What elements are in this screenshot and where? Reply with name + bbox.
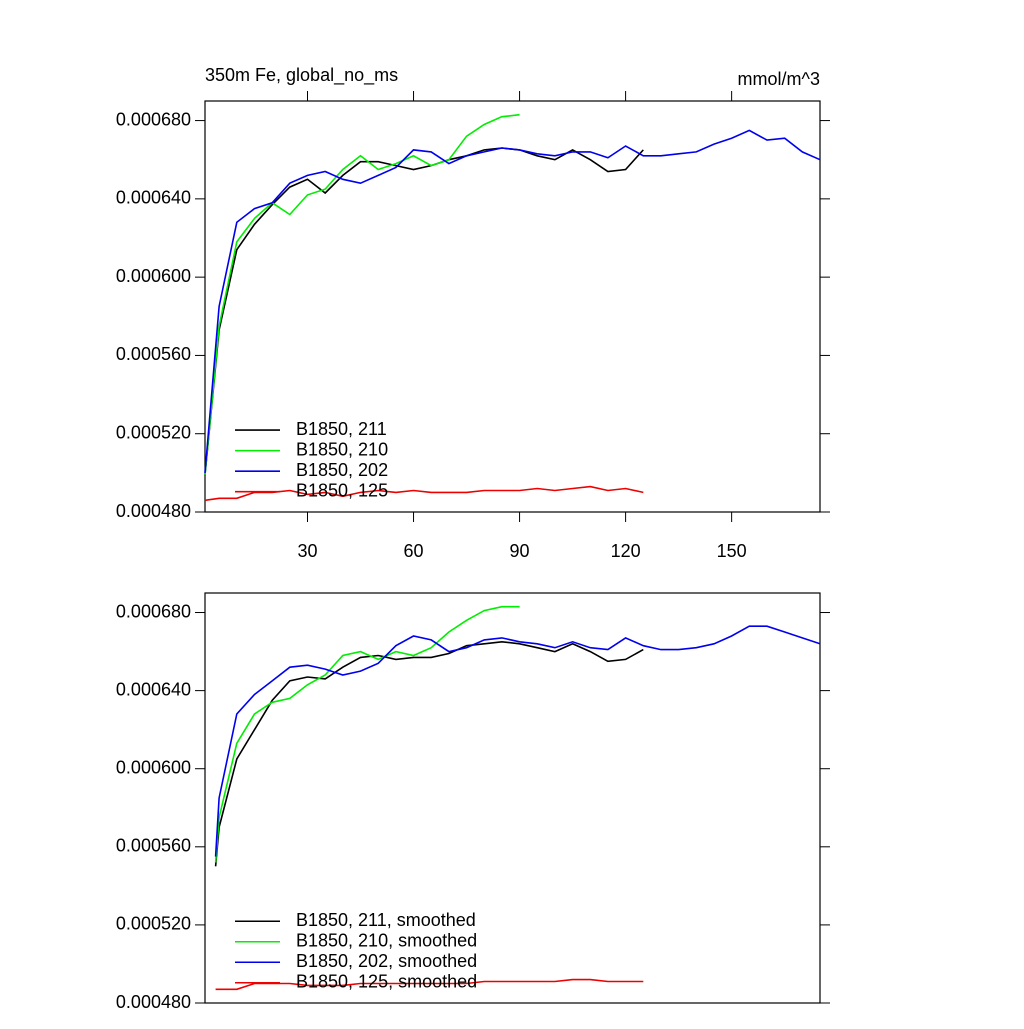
y-tick-label: 0.000480 [116,501,191,521]
series-line [214,625,821,857]
y-tick-label: 0.000640 [116,679,191,699]
legend-label: B1850, 202 [296,460,388,480]
series-line [204,147,644,475]
y-tick-label: 0.000520 [116,914,191,934]
x-tick-label: 30 [297,541,317,561]
series-line [214,640,644,867]
x-tick-label: 60 [404,541,424,561]
series-line [204,485,644,502]
legend-label: B1850, 125, smoothed [296,972,477,992]
y-tick-label: 0.000600 [116,757,191,777]
y-tick-label: 0.000480 [116,992,191,1012]
legend-label: B1850, 125 [296,480,388,500]
y-tick-label: 0.000560 [116,344,191,364]
series-line [214,605,520,863]
legend-label: B1850, 210, smoothed [296,931,477,951]
plot-frame [204,592,821,1004]
y-tick-label: 0.000680 [116,109,191,129]
x-tick-label: 150 [717,541,747,561]
series-line [204,113,520,475]
legend-label: B1850, 210 [296,439,388,459]
units-label: mmol/m^3 [738,69,820,89]
y-tick-label: 0.000560 [116,836,191,856]
series-line [204,129,821,473]
y-tick-label: 0.000520 [116,422,191,442]
y-tick-label: 0.000680 [116,601,191,621]
y-tick-label: 0.000600 [116,266,191,286]
legend-label: B1850, 202, smoothed [296,951,477,971]
chart-title: 350m Fe, global_no_ms [205,65,398,86]
plot-frame [204,100,821,513]
x-tick-label: 120 [611,541,641,561]
y-tick-label: 0.000640 [116,188,191,208]
legend-label: B1850, 211, smoothed [296,910,476,930]
legend-label: B1850, 211 [296,419,387,439]
x-tick-label: 90 [510,541,530,561]
